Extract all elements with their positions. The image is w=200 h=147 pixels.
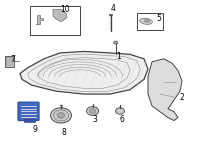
Circle shape	[53, 110, 69, 121]
FancyBboxPatch shape	[18, 102, 39, 121]
Ellipse shape	[140, 18, 152, 24]
Polygon shape	[53, 10, 67, 21]
Circle shape	[89, 109, 96, 113]
Bar	[137, 13, 163, 30]
Circle shape	[114, 41, 118, 44]
Bar	[5, 56, 14, 67]
Text: 3: 3	[93, 115, 97, 124]
Text: 5: 5	[157, 14, 161, 23]
Text: 4: 4	[111, 4, 115, 13]
Text: 10: 10	[60, 5, 70, 14]
Polygon shape	[148, 59, 182, 121]
Text: 7: 7	[11, 55, 15, 64]
Text: 9: 9	[33, 125, 37, 134]
Polygon shape	[36, 15, 43, 24]
Circle shape	[116, 108, 124, 114]
Circle shape	[51, 108, 71, 123]
Circle shape	[87, 107, 99, 115]
Bar	[30, 6, 80, 35]
Text: 2: 2	[180, 93, 184, 102]
Text: 1: 1	[117, 52, 121, 61]
Bar	[24, 119, 35, 122]
Bar	[6, 57, 12, 65]
Ellipse shape	[145, 20, 149, 22]
Circle shape	[57, 113, 65, 118]
Text: 8: 8	[62, 128, 66, 137]
Text: 6: 6	[120, 115, 124, 124]
Polygon shape	[20, 51, 148, 94]
